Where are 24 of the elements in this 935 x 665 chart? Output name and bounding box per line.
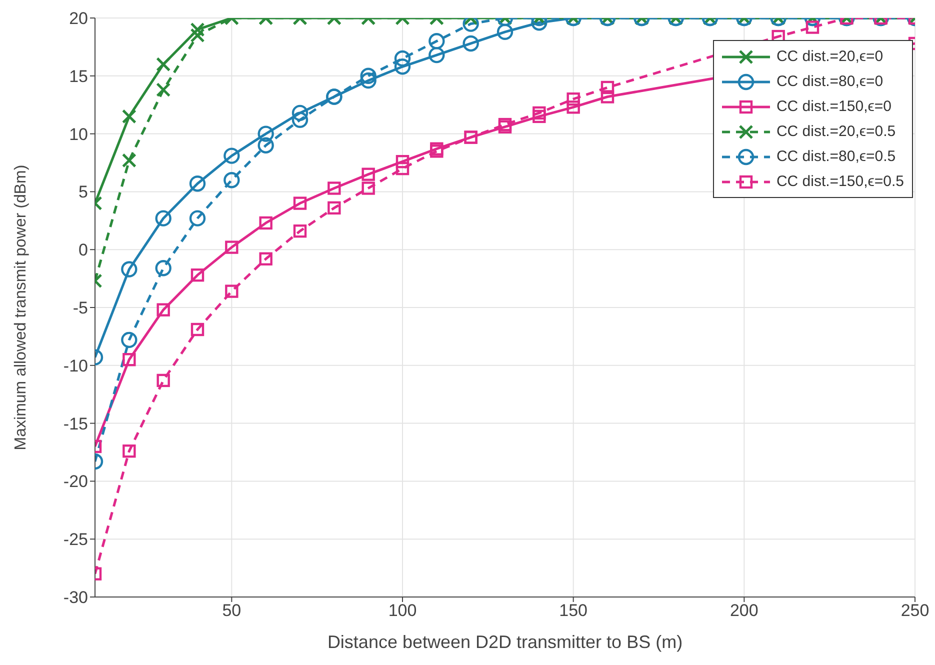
x-axis-title: Distance between D2D transmitter to BS (m) (327, 632, 683, 652)
y-tick-label: -10 (63, 356, 88, 376)
legend-label: CC dist.=80,ϵ=0.5 (776, 148, 896, 165)
x-tick-label: 150 (559, 601, 588, 620)
x-tick-label: 100 (388, 601, 417, 620)
legend-label: CC dist.=150,ϵ=0.5 (776, 173, 904, 190)
y-tick-label: -20 (63, 472, 88, 492)
legend-label: CC dist.=20,ϵ=0 (776, 48, 884, 65)
x-tick-label: 50 (222, 601, 242, 620)
y-axis-title: Maximum allowed transmit power (dBm) (12, 164, 30, 450)
y-tick-label: 15 (69, 66, 88, 86)
legend-label: CC dist.=80,ϵ=0 (776, 73, 884, 90)
y-tick-label: 5 (78, 182, 88, 202)
y-tick-label: 10 (69, 124, 88, 144)
legend-label: CC dist.=20,ϵ=0.5 (776, 123, 896, 140)
y-tick-label: 20 (69, 9, 88, 28)
y-tick-label: -30 (63, 588, 88, 608)
x-tick-label: 200 (730, 601, 758, 620)
y-tick-label: -15 (63, 414, 88, 434)
y-tick-label: -25 (63, 530, 88, 550)
y-tick-label: 0 (78, 240, 88, 260)
x-tick-label: 250 (900, 601, 930, 620)
legend-label: CC dist.=150,ϵ=0 (776, 98, 892, 115)
y-tick-label: -5 (72, 298, 88, 318)
